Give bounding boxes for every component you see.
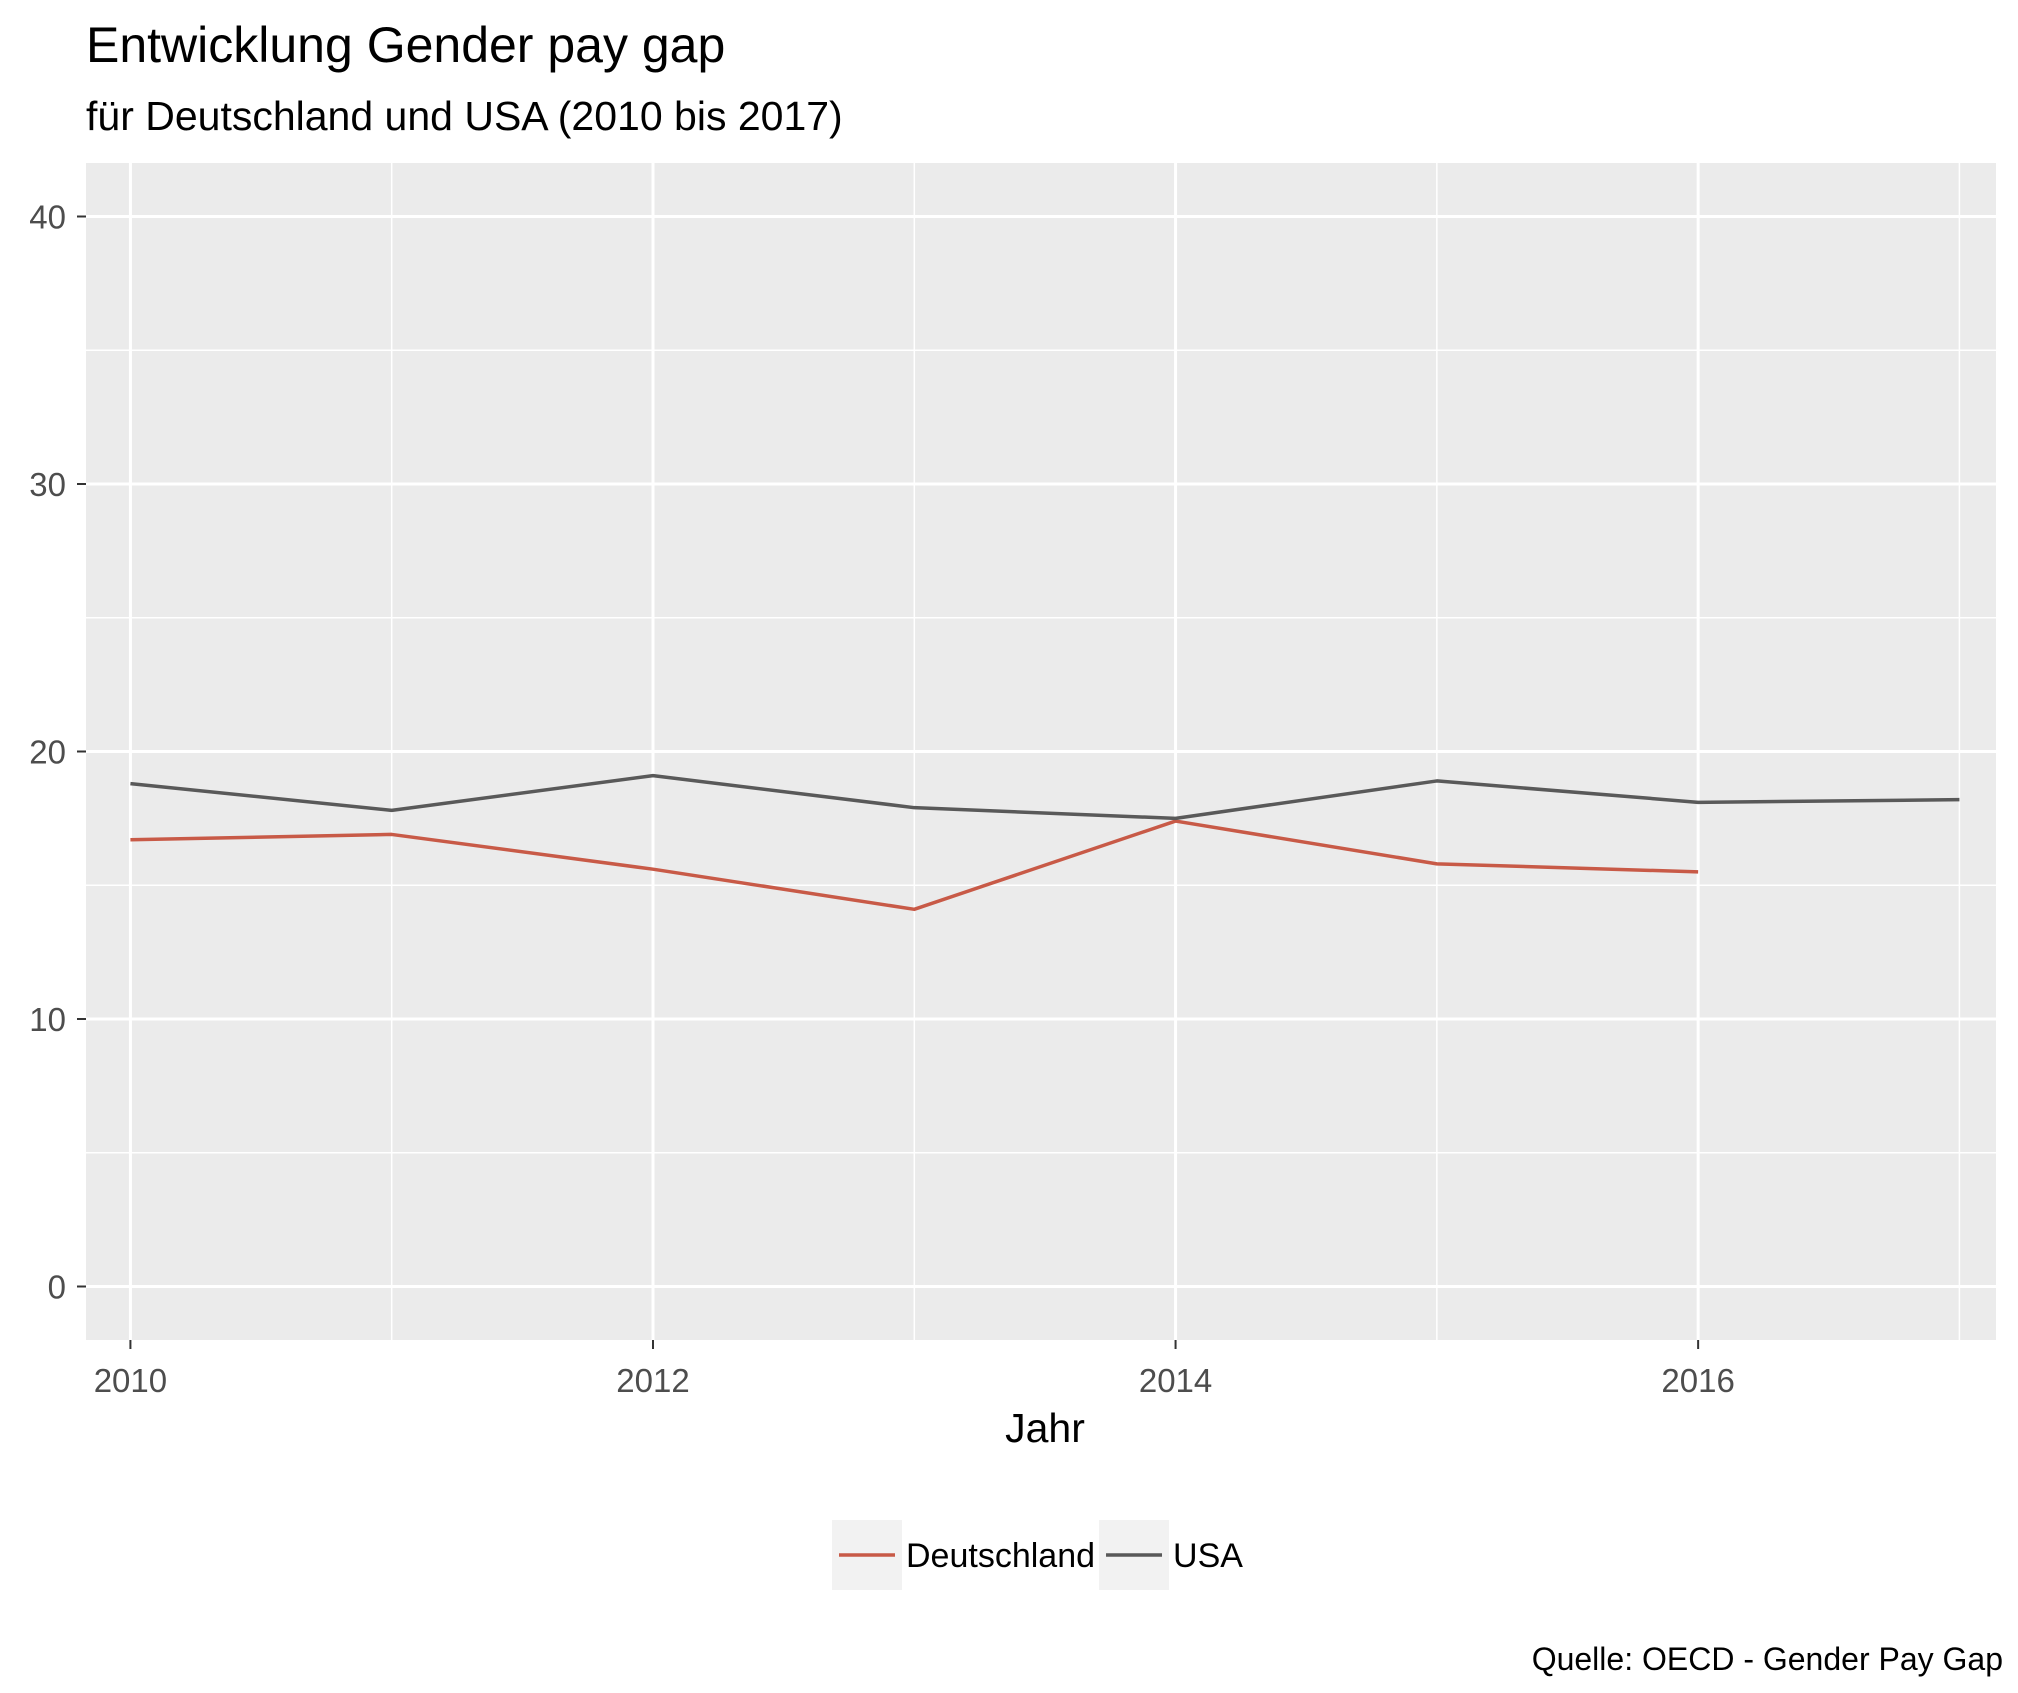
y-tick-label: 40 [29,199,66,236]
legend-item-usa: USA [1099,1520,1243,1590]
grid [86,163,1996,1340]
y-tick-label: 20 [29,734,66,771]
y-tick-label: 10 [29,1001,66,1038]
legend: Deutschland USA [832,1520,1243,1590]
x-tick-label: 2010 [94,1362,167,1399]
series-line-usa [130,773,1960,821]
legend-item-deutschland: Deutschland [832,1520,1095,1590]
legend-label: Deutschland [906,1537,1095,1575]
x-tick-label: 2012 [616,1362,689,1399]
x-axis: 2010 2012 2014 2016 [94,1340,1735,1399]
x-tick-label: 2016 [1661,1362,1734,1399]
series-line-deutschland [130,819,1699,912]
chart-title: Entwicklung Gender pay gap [86,17,725,73]
series-lines [130,773,1960,912]
y-tick-label: 30 [29,466,66,503]
y-tick-label: 0 [48,1269,66,1306]
x-axis-title: Jahr [1005,1405,1085,1451]
y-axis: 0 10 20 30 40 [29,199,86,1306]
chart-caption: Quelle: OECD - Gender Pay Gap [1532,1641,2003,1677]
legend-label: USA [1173,1537,1243,1575]
x-tick-label: 2014 [1139,1362,1212,1399]
chart-subtitle: für Deutschland und USA (2010 bis 2017) [86,93,843,139]
